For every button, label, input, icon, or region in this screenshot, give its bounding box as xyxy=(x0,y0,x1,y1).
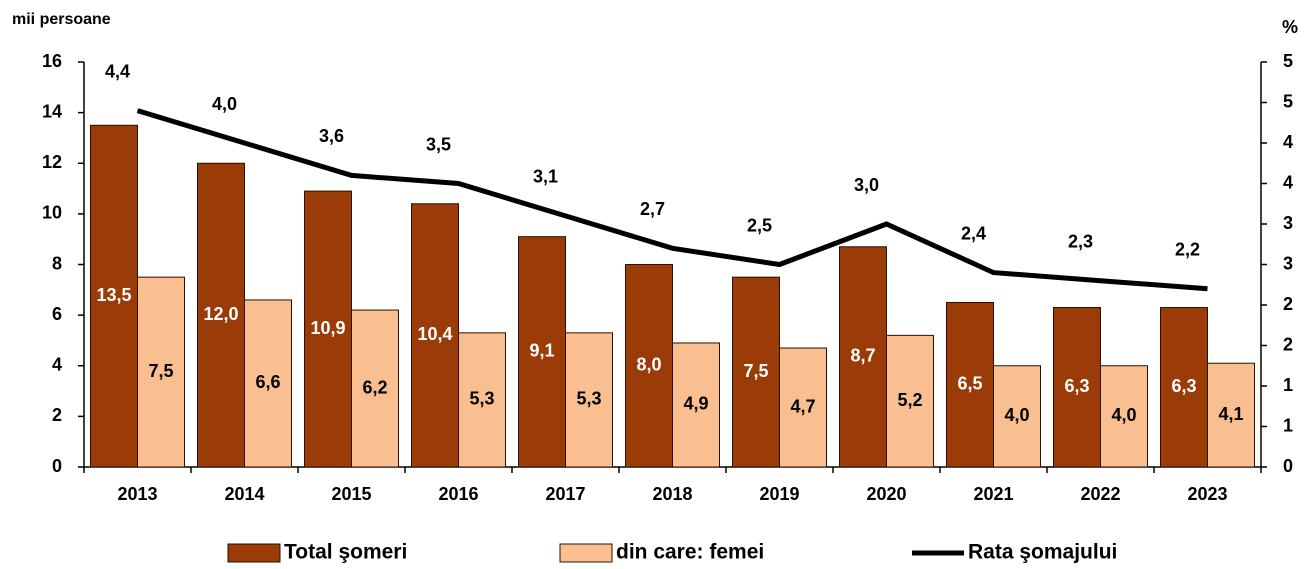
line-label: 3,1 xyxy=(533,167,558,187)
bar xyxy=(672,342,720,468)
bar xyxy=(839,246,887,468)
y2-tick-label: 4 xyxy=(1283,132,1293,152)
bar-label: 5,2 xyxy=(897,390,922,410)
bar-label: 7,5 xyxy=(148,361,173,381)
line-label: 2,5 xyxy=(747,215,772,235)
legend-swatch xyxy=(227,543,281,563)
y-tick-label: 8 xyxy=(52,253,62,273)
line-label: 2,7 xyxy=(640,199,665,219)
bar-label: 10,4 xyxy=(417,324,452,344)
bar xyxy=(625,264,673,468)
x-tick-label: 2018 xyxy=(652,484,692,504)
y-tick-label: 14 xyxy=(42,101,62,121)
y-axis-label: mii persoane xyxy=(12,11,111,28)
bar-label: 13,5 xyxy=(96,285,131,305)
y2-tick-label: 1 xyxy=(1283,375,1293,395)
line-label: 4,4 xyxy=(105,61,130,81)
bar-label: 4,0 xyxy=(1004,405,1029,425)
line-label: 2,4 xyxy=(961,223,986,243)
bar-label: 9,1 xyxy=(529,341,554,361)
bar-label: 6,6 xyxy=(255,372,280,392)
bar xyxy=(244,299,292,468)
bar-label: 4,1 xyxy=(1218,404,1243,424)
x-tick-label: 2016 xyxy=(438,484,478,504)
bar-label: 6,3 xyxy=(1064,376,1089,396)
y2-tick-label: 5 xyxy=(1283,51,1293,71)
legend-label: din care: femei xyxy=(616,541,764,564)
bar xyxy=(1160,307,1208,468)
bar xyxy=(197,162,245,468)
bar xyxy=(946,301,994,468)
x-tick-label: 2013 xyxy=(117,484,157,504)
y-tick-label: 4 xyxy=(52,355,62,375)
y2-tick-label: 3 xyxy=(1283,213,1293,233)
line xyxy=(136,108,1208,292)
y2-tick-label: 2 xyxy=(1283,334,1293,354)
bar xyxy=(1207,362,1255,468)
line-label: 2,2 xyxy=(1175,240,1200,260)
bar xyxy=(993,365,1041,468)
legend-label: Total şomeri xyxy=(284,541,407,564)
bar xyxy=(137,276,185,468)
bar xyxy=(886,334,934,468)
bar-label: 4,9 xyxy=(683,394,708,414)
line-label: 4,0 xyxy=(212,94,237,114)
x-tick-label: 2021 xyxy=(973,484,1013,504)
bar-label: 10,9 xyxy=(310,318,345,338)
line-label: 3,0 xyxy=(854,175,879,195)
x-tick-label: 2014 xyxy=(224,484,264,504)
legend-label: Rata şomajului xyxy=(968,541,1117,564)
y-tick-label: 10 xyxy=(42,203,62,223)
x-tick-label: 2022 xyxy=(1080,484,1120,504)
bar-label: 5,3 xyxy=(469,389,494,409)
bar xyxy=(411,203,459,468)
y-tick-label: 12 xyxy=(42,152,62,172)
y2-tick-label: 2 xyxy=(1283,294,1293,314)
bar xyxy=(351,309,399,468)
legend-swatch xyxy=(559,543,613,563)
bar xyxy=(90,124,138,468)
line-label: 3,5 xyxy=(426,134,451,154)
bar-label: 5,3 xyxy=(576,389,601,409)
y2-tick-label: 0 xyxy=(1283,456,1293,476)
y2-tick-label: 4 xyxy=(1283,172,1293,192)
bar-label: 7,5 xyxy=(743,361,768,381)
y2-tick-label: 5 xyxy=(1283,91,1293,111)
bar-label: 8,7 xyxy=(850,346,875,366)
bar-label: 6,2 xyxy=(362,377,387,397)
bar xyxy=(1100,365,1148,468)
bar-label: 8,0 xyxy=(636,355,661,375)
y-tick-label: 2 xyxy=(52,405,62,425)
y-tick-label: 16 xyxy=(42,51,62,71)
y2-axis-label: % xyxy=(1282,17,1298,37)
bar xyxy=(458,332,506,468)
bar xyxy=(779,347,827,468)
bar xyxy=(732,276,780,468)
bar-label: 4,0 xyxy=(1111,405,1136,425)
bar-label: 6,3 xyxy=(1171,376,1196,396)
y2-tick-label: 3 xyxy=(1283,253,1293,273)
x-tick-label: 2020 xyxy=(866,484,906,504)
x-tick-label: 2019 xyxy=(759,484,799,504)
bar-label: 4,7 xyxy=(790,396,815,416)
x-tick-label: 2023 xyxy=(1187,484,1227,504)
bar xyxy=(518,236,566,468)
x-tick-label: 2015 xyxy=(331,484,371,504)
y2-tick-label: 1 xyxy=(1283,415,1293,435)
bar xyxy=(1053,307,1101,468)
bar xyxy=(304,190,352,468)
x-tick-label: 2017 xyxy=(545,484,585,504)
y-tick-label: 0 xyxy=(52,456,62,476)
bar xyxy=(565,332,613,468)
y-tick-label: 6 xyxy=(52,304,62,324)
bar-label: 6,5 xyxy=(957,373,982,393)
line-label: 3,6 xyxy=(319,126,344,146)
line-label: 2,3 xyxy=(1068,231,1093,251)
bar-label: 12,0 xyxy=(203,304,238,324)
